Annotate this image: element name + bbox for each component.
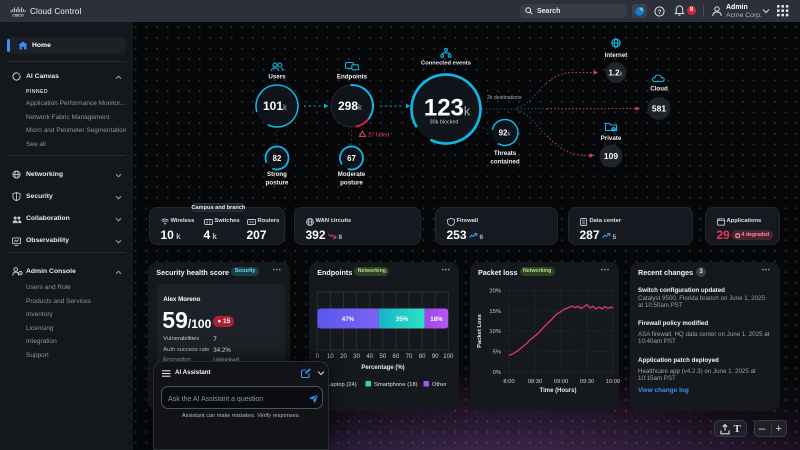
svg-text:101k: 101k	[263, 99, 288, 113]
svg-text:Strong: Strong	[267, 171, 287, 178]
svg-text:298k: 298k	[338, 99, 363, 113]
svg-text:30: 30	[353, 354, 360, 360]
svg-text:100: 100	[443, 354, 454, 360]
svg-text:Endpoints: Endpoints	[337, 74, 368, 81]
svg-text:CISCO: CISCO	[12, 14, 24, 17]
svg-text:70: 70	[406, 354, 413, 360]
svg-text:Smartphone (18): Smartphone (18)	[374, 382, 418, 388]
svg-text:40: 40	[367, 354, 374, 360]
svg-text:80: 80	[419, 354, 426, 360]
svg-text:Other: Other	[432, 382, 447, 388]
svg-text:Moderate: Moderate	[338, 171, 366, 178]
svg-text:30k blocked: 30k blocked	[430, 120, 459, 126]
svg-text:67: 67	[347, 154, 356, 163]
svg-text:82: 82	[273, 154, 282, 163]
svg-text:35%: 35%	[396, 316, 409, 323]
svg-text:47%: 47%	[342, 316, 355, 323]
svg-text:581: 581	[652, 103, 666, 113]
svg-text:08:30: 08:30	[528, 379, 543, 385]
svg-text:15%: 15%	[489, 309, 501, 315]
svg-text:8:00: 8:00	[503, 379, 514, 385]
svg-text:10%: 10%	[489, 329, 501, 335]
svg-text:contained: contained	[490, 159, 519, 166]
svg-text:Cloud: Cloud	[650, 86, 668, 93]
svg-text:10:00: 10:00	[606, 379, 621, 385]
svg-text:5%: 5%	[493, 349, 501, 355]
svg-text:92k: 92k	[499, 128, 511, 137]
svg-text:2k destinations: 2k destinations	[487, 95, 522, 101]
svg-text:50: 50	[380, 354, 387, 360]
svg-text:Percentage (%): Percentage (%)	[362, 365, 405, 371]
svg-text:Private: Private	[601, 135, 622, 142]
svg-text:09:30: 09:30	[580, 379, 595, 385]
svg-text:109: 109	[604, 151, 618, 161]
svg-text:posture: posture	[266, 180, 289, 187]
svg-text:18%: 18%	[430, 316, 443, 323]
svg-text:20%: 20%	[489, 289, 501, 295]
svg-text:60: 60	[393, 354, 400, 360]
svg-text:?: ?	[658, 8, 662, 15]
svg-text:0: 0	[316, 354, 320, 360]
svg-text:Threats: Threats	[494, 150, 517, 157]
svg-text:Laptop (24): Laptop (24)	[327, 382, 357, 388]
svg-text:0%: 0%	[493, 370, 501, 376]
svg-text:Internet: Internet	[605, 52, 628, 59]
svg-text:10: 10	[327, 354, 334, 360]
svg-text:Packet Loss: Packet Loss	[477, 314, 483, 348]
svg-text:123k: 123k	[424, 95, 471, 122]
svg-text:posture: posture	[340, 180, 363, 187]
svg-text:27 failed: 27 failed	[368, 132, 389, 138]
svg-text:90: 90	[432, 354, 439, 360]
svg-text:20: 20	[340, 354, 347, 360]
svg-text:09:00: 09:00	[554, 379, 569, 385]
svg-text:Time (Hours): Time (Hours)	[540, 388, 577, 394]
svg-text:Connected events: Connected events	[421, 61, 471, 67]
svg-text:1.2k: 1.2k	[608, 68, 622, 77]
svg-text:Users: Users	[268, 74, 286, 81]
